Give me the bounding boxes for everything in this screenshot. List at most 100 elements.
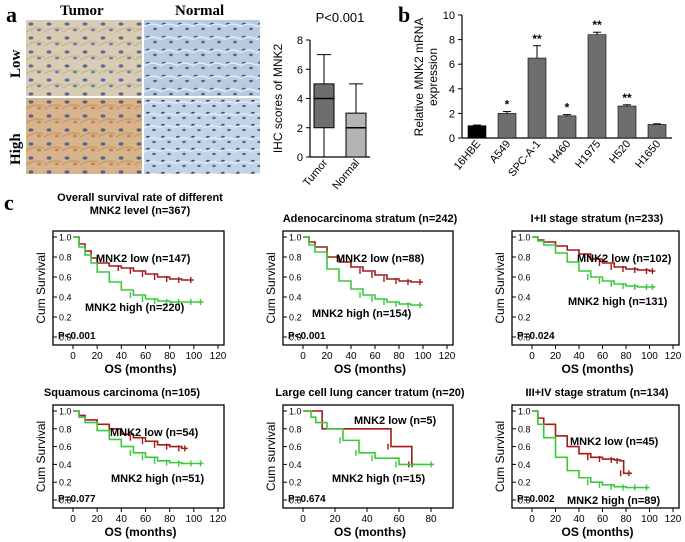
- box-normal: [345, 112, 367, 158]
- km4-x-tick-label: 100: [185, 514, 202, 525]
- box-y-axis-label: IHC scores of MNK2: [271, 43, 285, 153]
- km1-frame: [52, 230, 225, 346]
- km2-y-tick-label: 1.0: [289, 233, 302, 243]
- bar-h520: [617, 105, 637, 139]
- km2-y-axis-label: Cum Survival: [264, 252, 278, 323]
- bar-16hbe: [467, 125, 487, 139]
- km2-y-tick-label: 0.2: [289, 313, 302, 323]
- km1-pvalue: P<0.001: [58, 331, 96, 342]
- bar-category-label: H1650: [633, 138, 663, 171]
- bar-significance: **: [592, 18, 602, 32]
- km1-legend-low: MNK2 low (n=147): [96, 253, 191, 265]
- km3-y-tick-label: 0.4: [518, 293, 531, 303]
- km6-legend-high: MNK2 high (n=89): [567, 495, 661, 507]
- km6-curve-high: [532, 410, 650, 489]
- ihc-column-normal: Normal: [175, 3, 225, 19]
- km6-legend-low: MNK2 low (n=45): [570, 436, 659, 448]
- bar-a549: [497, 113, 517, 139]
- box-y-tick-label: 4: [297, 94, 303, 106]
- km3-x-tick-label: 120: [665, 351, 682, 362]
- km4-frame: [52, 404, 225, 509]
- km6-y-axis-label: Cum Survival: [493, 421, 507, 492]
- km1-x-tick-label: 80: [164, 351, 176, 362]
- km2-y-tick-label: 0.0: [289, 333, 302, 343]
- km5-y-tick-label: 0.6: [289, 442, 302, 452]
- km2-x-tick-label: 100: [415, 351, 432, 362]
- km3-y-axis-label: Cum Survival: [493, 252, 507, 323]
- km6-y-tick-label: 1.0: [518, 407, 531, 417]
- bar-y-tick-label: 6: [449, 59, 455, 71]
- km5-x-tick-label: 40: [361, 514, 373, 525]
- km5-title: Large cell lung cancer tratum (n=20): [275, 387, 465, 399]
- km3-x-tick-label: 40: [573, 351, 585, 362]
- km6-curve-low: [532, 410, 632, 475]
- box-y-tick-label: 2: [297, 123, 303, 135]
- km6-x-tick-label: 60: [597, 514, 609, 525]
- km1-x-tick-label: 40: [116, 351, 128, 362]
- bar-h1650: [647, 124, 667, 139]
- km5-x-tick-label: 80: [425, 514, 437, 525]
- km1-title: Overall survival rate of different: [57, 192, 223, 204]
- bar-category-label: H1975: [573, 138, 603, 171]
- bar-category-label: H520: [607, 138, 633, 166]
- km3-pvalue: P=0.024: [517, 331, 555, 342]
- km3-y-tick-label: 0.6: [518, 273, 531, 283]
- km2-frame: [282, 230, 454, 346]
- km2-pvalue: P<0.001: [288, 331, 326, 342]
- ihc-image-normal-low: [144, 20, 260, 96]
- km3-x-tick-label: 100: [641, 351, 658, 362]
- km1-legend-high: MNK2 high (n=220): [85, 302, 185, 314]
- km4-y-tick-label: 0.2: [59, 478, 72, 488]
- box-category-label: Normal: [330, 157, 362, 192]
- km5-x-axis-label: OS (months): [334, 525, 406, 539]
- km6-frame: [511, 404, 680, 509]
- km1-curve-high: [73, 236, 204, 303]
- km2-x-tick-label: 40: [345, 351, 357, 362]
- bar-y-tick-label: 2: [449, 108, 455, 120]
- km6-y-tick-label: 0.8: [518, 424, 531, 434]
- km1-y-axis-label: Cum Survival: [34, 252, 48, 323]
- km1-y-tick-label: 1.0: [59, 233, 72, 243]
- km4-x-axis-label: OS (months): [105, 525, 177, 539]
- km3-y-tick-label: 0.0: [518, 333, 531, 343]
- ihc-column-tumor: Tumor: [60, 3, 104, 19]
- km6-title: III+IV stage stratum (n=134): [525, 387, 668, 399]
- km4-y-tick-label: 0.4: [59, 460, 72, 470]
- km2-title: Adenocarcinoma stratum (n=242): [283, 213, 458, 225]
- bar-category-label: 16HBE: [452, 138, 484, 172]
- km3-x-tick-label: 60: [597, 351, 609, 362]
- bar-y-tick-label: 8: [449, 35, 455, 47]
- bar-y-axis-label-line2: expression: [426, 48, 440, 106]
- bar-y-tick-label: 0: [449, 133, 455, 145]
- km1-y-tick-label: 0.4: [59, 293, 72, 303]
- bar-y-axis-label-line1: Relative MNK2 mRNA: [412, 18, 426, 137]
- km3-title: I+II stage stratum (n=233): [531, 213, 664, 225]
- km2-y-tick-label: 0.8: [289, 253, 302, 263]
- km5-y-tick-label: 0.2: [289, 478, 302, 488]
- km6-x-tick-label: 20: [550, 514, 562, 525]
- panel-label-a: a: [6, 2, 17, 27]
- km6-x-axis-label: OS (months): [562, 525, 634, 539]
- km5-frame: [282, 404, 454, 509]
- box-title: P<0.001: [316, 10, 365, 25]
- km3-y-tick-label: 1.0: [518, 233, 531, 243]
- km6-y-tick-label: 0.6: [518, 442, 531, 452]
- km2-x-tick-label: 120: [439, 351, 456, 362]
- km3-y-tick-label: 0.2: [518, 313, 531, 323]
- km2-x-tick-label: 20: [321, 351, 333, 362]
- km6-x-tick-label: 40: [573, 514, 585, 525]
- km6-y-tick-label: 0.4: [518, 460, 531, 470]
- km4-y-tick-label: 0.8: [59, 424, 72, 434]
- km1-y-tick-label: 0.6: [59, 273, 72, 283]
- km2-y-tick-label: 0.4: [289, 293, 302, 303]
- km4-y-axis-label: Cum Survival: [34, 421, 48, 492]
- bar-category-label: SPC-A-1: [506, 138, 543, 179]
- km4-title: Squamous carcinoma (n=105): [44, 387, 201, 399]
- km5-y-tick-label: 0.4: [289, 460, 302, 470]
- km3-x-tick-label: 0: [529, 351, 535, 362]
- ihc-image-tumor-low: [26, 20, 142, 96]
- km1-y-tick-label: 0.0: [59, 333, 72, 343]
- box-category-label: Tumor: [301, 157, 331, 189]
- km4-y-tick-label: 0.6: [59, 442, 72, 452]
- box-tumor: [313, 83, 335, 129]
